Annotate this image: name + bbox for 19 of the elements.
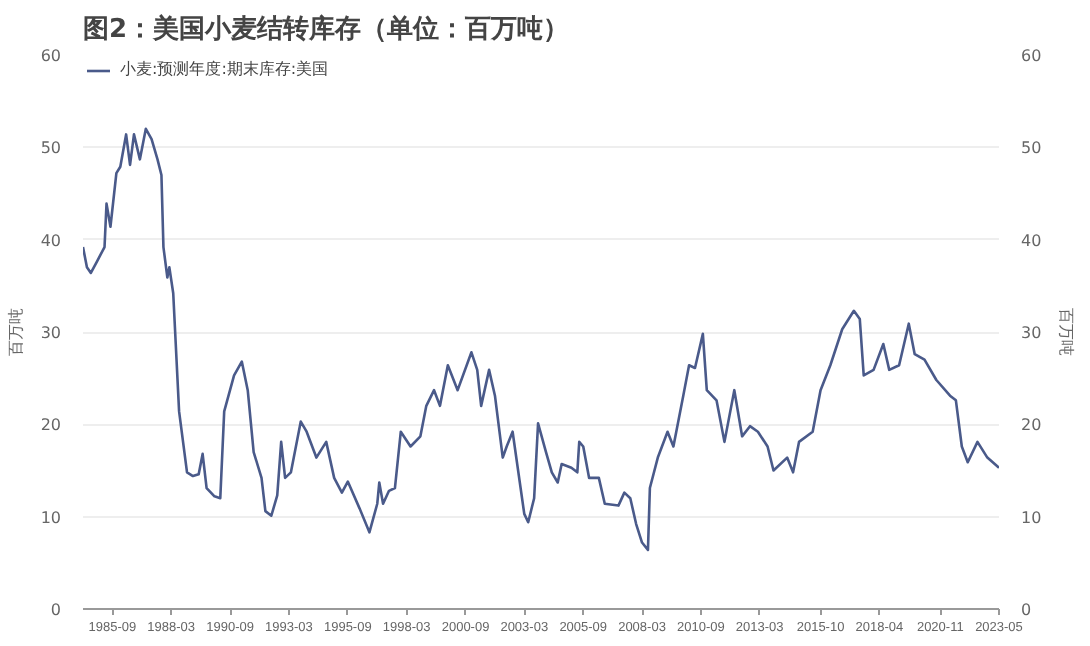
y2-tick-label: 30: [1021, 324, 1042, 342]
y2-axis-title: 百万吨: [1057, 308, 1076, 356]
y2-tick-label: 20: [1021, 416, 1042, 435]
y-tick-label: 10: [40, 508, 62, 527]
y-tick-label: 30: [40, 324, 62, 342]
legend-label: 小麦:预测年度:期末库存:美国: [120, 58, 329, 80]
y2-tick-label: 60: [1021, 47, 1042, 65]
y-tick-label: 20: [40, 416, 62, 435]
y2-tick-label: 40: [1021, 231, 1042, 250]
y-tick-label: 50: [40, 139, 62, 158]
y2-tick-label: 50: [1021, 139, 1042, 158]
y-tick-label: 60: [40, 47, 62, 65]
y-tick-label: 0: [50, 601, 62, 619]
y2-tick-label: 10: [1021, 508, 1042, 527]
y-axis-title: 百万吨: [6, 308, 25, 356]
y-tick-label: 40: [40, 231, 62, 250]
chart-title: 图2：美国小麦结转库存（单位：百万吨）: [83, 13, 570, 45]
y2-tick-label: 0: [1021, 601, 1032, 619]
line-series: [83, 127, 999, 552]
